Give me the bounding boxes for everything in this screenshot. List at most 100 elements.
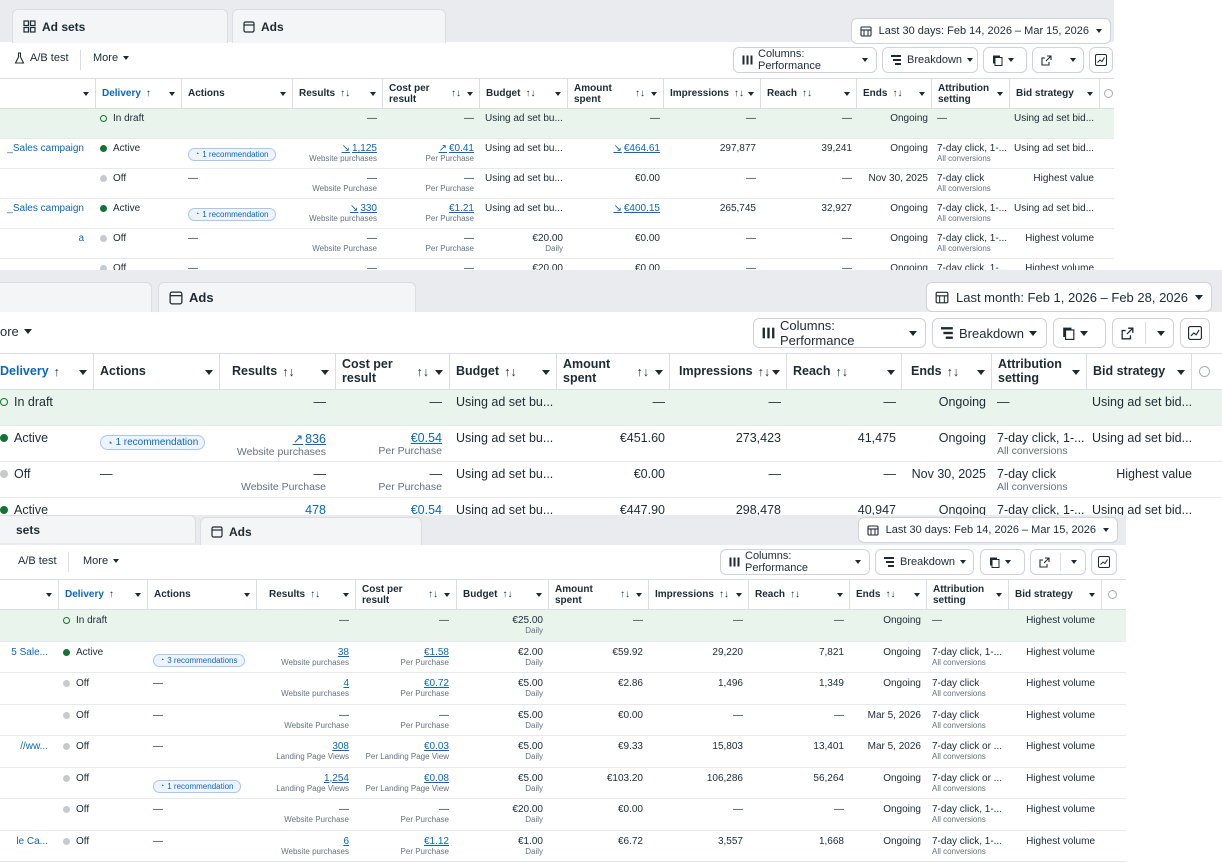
- header-amount-spent[interactable]: Amount spent ↑↓: [568, 79, 664, 108]
- header-attribution-setting[interactable]: Attribution setting: [932, 79, 1010, 108]
- table-row[interactable]: a Off — — Website Purchase — Per Purchase €20.0…: [0, 229, 1114, 259]
- results-value[interactable]: ↘ 1,125: [341, 143, 377, 154]
- cost-per-result-value[interactable]: €0.03: [423, 741, 449, 752]
- report-button[interactable]: [980, 549, 1025, 575]
- ad-set-name-link[interactable]: a: [78, 233, 84, 244]
- header-ends[interactable]: Ends ↑↓: [857, 79, 932, 108]
- tab-ads[interactable]: Ads: [232, 9, 446, 43]
- recommendation-badge[interactable]: ◔ 3 recommendations: [153, 653, 245, 667]
- results-value[interactable]: ↗ 836: [292, 432, 326, 446]
- report-button[interactable]: [1053, 318, 1106, 348]
- more-button[interactable]: ore: [0, 324, 32, 339]
- results-value[interactable]: 38: [337, 646, 349, 658]
- column-settings-icon[interactable]: [1108, 590, 1117, 599]
- table-row[interactable]: Off — — Website Purchase — Per Purchase €20.00…: [0, 799, 1126, 831]
- tab-ad-sets[interactable]: Ad sets: [12, 9, 228, 43]
- table-row[interactable]: //ww... Off — 308 Landing Page Views €0.03 Per…: [0, 736, 1126, 768]
- results-value[interactable]: 308: [332, 741, 349, 752]
- results-value[interactable]: 1,254: [323, 772, 349, 784]
- header-budget[interactable]: Budget ↑↓: [457, 580, 549, 609]
- recommendation-badge[interactable]: ◔ 1 recommendation: [188, 208, 276, 221]
- table-row[interactable]: Off — — Website Purchase — Per Purchase €5.00 D…: [0, 705, 1126, 736]
- table-row[interactable]: Off — — Website Purchase — Per Purchase Using …: [0, 462, 1222, 498]
- header-name[interactable]: [0, 580, 59, 609]
- column-settings-icon[interactable]: [1199, 366, 1210, 377]
- results-value[interactable]: 478: [305, 503, 326, 515]
- header-reach[interactable]: Reach ↑↓: [749, 580, 850, 609]
- draft-row[interactable]: In draft — — Using ad set bu... — — — Ongoing — U…: [0, 109, 1114, 139]
- header-delivery[interactable]: Delivery ↑: [0, 354, 94, 389]
- header-actions[interactable]: Actions: [148, 580, 257, 609]
- chart-toggle-button[interactable]: [1089, 47, 1113, 73]
- ad-set-name-link[interactable]: _Sales campaign: [7, 143, 84, 154]
- table-row[interactable]: le Ca... Off — 6 Website purchases €1.12 Per P…: [0, 831, 1126, 862]
- header-amount-spent[interactable]: Amount spent ↑↓: [557, 354, 670, 389]
- header-budget[interactable]: Budget ↑↓: [450, 354, 557, 389]
- tab-ads[interactable]: Ads: [158, 282, 416, 312]
- header-reach[interactable]: Reach ↑↓: [761, 79, 857, 108]
- header-delivery[interactable]: Delivery ↑: [96, 79, 182, 108]
- breakdown-button[interactable]: Breakdown: [875, 549, 974, 575]
- header-bid-strategy[interactable]: Bid strategy: [1009, 580, 1102, 609]
- header-amount-spent[interactable]: Amount spent ↑↓: [549, 580, 649, 609]
- table-row[interactable]: Off — — — €20.00 €0.00 — — Ongoing 7-day click, 1…: [0, 259, 1114, 270]
- more-button[interactable]: More: [83, 555, 120, 567]
- header-actions[interactable]: Actions: [94, 354, 220, 389]
- breakdown-button[interactable]: Breakdown: [882, 47, 978, 73]
- ab-test-button[interactable]: A/B test: [14, 52, 69, 64]
- cost-per-result-value[interactable]: €0.54: [410, 431, 442, 445]
- table-row[interactable]: Active 478 €0.54 Using ad set bu... €447.90 2…: [0, 498, 1222, 515]
- header-ends[interactable]: Ends ↑↓: [902, 354, 992, 389]
- results-value[interactable]: 6: [343, 835, 349, 847]
- table-row[interactable]: Off — — Website Purchase — Per Purchase Using …: [0, 169, 1114, 199]
- table-row[interactable]: Off ◔ 1 recommendation 1,254 Landing Page Vi…: [0, 768, 1126, 799]
- columns-button[interactable]: Columns: Performance: [720, 549, 870, 575]
- header-impressions[interactable]: Impressions ↑↓: [670, 354, 787, 389]
- draft-row[interactable]: In draft — — €25.00 Daily — — — Ongoing — Highest …: [0, 610, 1126, 642]
- header-cost-per-result[interactable]: Cost per result ↑↓: [383, 79, 480, 108]
- more-button[interactable]: More: [93, 52, 130, 64]
- tab-ad-sets[interactable]: sets: [0, 515, 196, 543]
- cost-per-result-value[interactable]: €0.54: [410, 503, 442, 515]
- cost-per-result-value[interactable]: €1.58: [423, 646, 449, 658]
- recommendation-badge[interactable]: ◔ 1 recommendation: [153, 779, 241, 793]
- header-impressions[interactable]: Impressions ↑↓: [664, 79, 761, 108]
- header-name[interactable]: [0, 79, 96, 108]
- amount-spent-value[interactable]: ↘ €464.61: [613, 143, 660, 154]
- amount-spent-value[interactable]: ↘ €400.15: [613, 203, 660, 214]
- breakdown-button[interactable]: Breakdown: [932, 318, 1047, 348]
- header-results[interactable]: Results ↑↓: [293, 79, 383, 108]
- header-attribution-setting[interactable]: Attribution setting: [927, 580, 1009, 609]
- date-range-picker[interactable]: Last 30 days: Feb 14, 2026 – Mar 15, 202…: [857, 517, 1118, 543]
- table-row[interactable]: _Sales campaign Active ◔ 1 recommendation ↘ 3…: [0, 199, 1114, 229]
- table-row[interactable]: Off —4 Website purchases €0.72 Per Purchase €…: [0, 673, 1126, 705]
- tab-ads[interactable]: Ads: [200, 517, 422, 545]
- table-row[interactable]: _Sales campaign Active ◔ 1 recommendation ↘ 1…: [0, 139, 1114, 169]
- header-bid-strategy[interactable]: Bid strategy: [1010, 79, 1100, 108]
- export-button[interactable]: [1032, 47, 1084, 73]
- cost-per-result-value[interactable]: ↗ €0.41: [438, 143, 474, 154]
- cost-per-result-value[interactable]: €1.12: [423, 835, 449, 847]
- tab-ad-sets[interactable]: [0, 282, 152, 312]
- header-attribution-setting[interactable]: Attribution setting: [992, 354, 1087, 389]
- header-results[interactable]: Results ↑↓: [220, 354, 336, 389]
- cost-per-result-value[interactable]: €0.08: [423, 772, 449, 784]
- ad-set-name-link[interactable]: 5 Sale...: [11, 646, 48, 658]
- date-range-picker[interactable]: Last 30 days: Feb 14, 2026 – Mar 15, 202…: [850, 18, 1111, 44]
- cost-per-result-value[interactable]: €0.72: [423, 678, 449, 689]
- recommendation-badge[interactable]: ◔ 1 recommendation: [188, 148, 276, 161]
- chart-toggle-button[interactable]: [1091, 549, 1117, 575]
- date-range-picker[interactable]: Last month: Feb 1, 2026 – Feb 28, 2026: [926, 282, 1212, 312]
- header-reach[interactable]: Reach ↑↓: [787, 354, 902, 389]
- header-budget[interactable]: Budget ↑↓: [480, 79, 568, 108]
- export-button[interactable]: [1030, 549, 1086, 575]
- header-cost-per-result[interactable]: Cost per result ↑↓: [336, 354, 450, 389]
- ad-set-name-link[interactable]: //ww...: [20, 741, 48, 752]
- header-ends[interactable]: Ends ↑↓: [850, 580, 927, 609]
- header-results[interactable]: Results ↑↓: [257, 580, 356, 609]
- export-button[interactable]: [1112, 318, 1174, 348]
- table-row[interactable]: Active ◔ 1 recommendation ↗ 836 Website purch…: [0, 426, 1222, 462]
- ad-set-name-link[interactable]: le Ca...: [16, 835, 48, 847]
- header-cost-per-result[interactable]: Cost per result ↑↓: [356, 580, 457, 609]
- header-bid-strategy[interactable]: Bid strategy: [1087, 354, 1192, 389]
